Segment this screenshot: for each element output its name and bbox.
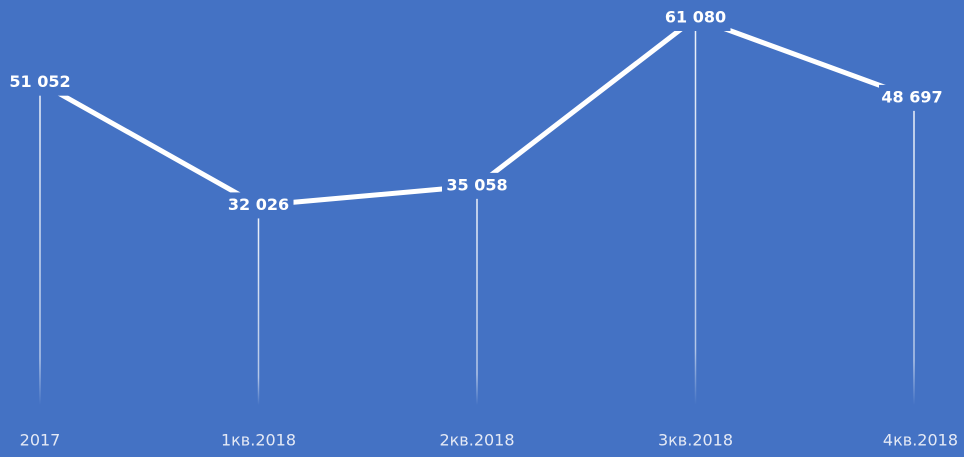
label-background	[223, 192, 294, 219]
label-background	[879, 84, 949, 111]
label-background	[442, 172, 512, 199]
label-background	[660, 5, 731, 31]
drop-line	[476, 197, 478, 405]
drop-line	[913, 109, 915, 405]
x-tick-label: 4кв.2018	[883, 431, 958, 450]
x-tick-label: 3кв.2018	[658, 431, 733, 450]
data-label: 32 026	[228, 195, 289, 214]
x-tick-label: 1кв.2018	[221, 431, 296, 450]
label-background	[5, 69, 75, 96]
x-tick-label: 2кв.2018	[439, 431, 514, 450]
data-label: 35 058	[446, 175, 507, 194]
x-tick-label: 2017	[20, 431, 61, 450]
data-label: 51 052	[9, 72, 70, 91]
drop-line	[257, 217, 260, 405]
data-label: 48 697	[881, 87, 942, 106]
data-label: 61 080	[665, 8, 726, 27]
drop-line	[39, 94, 41, 405]
drop-line	[694, 30, 697, 405]
